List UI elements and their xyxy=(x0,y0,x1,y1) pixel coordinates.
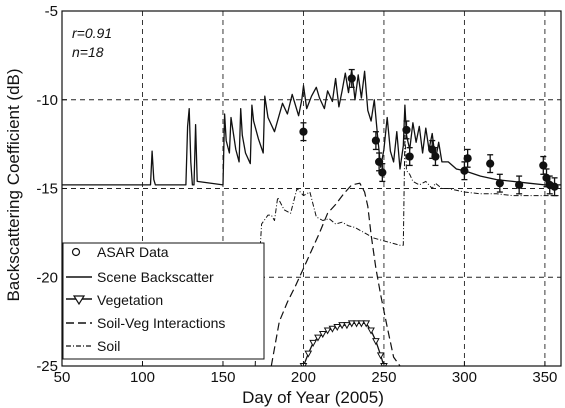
correlation-annotation: r=0.91 xyxy=(72,25,112,41)
triangle-marker xyxy=(333,323,342,331)
triangle-marker xyxy=(367,327,375,335)
chart-series xyxy=(62,68,561,366)
scene-backscatter-line xyxy=(62,68,561,186)
y-tick-label: -10 xyxy=(36,92,58,109)
triangle-marker xyxy=(304,350,313,358)
triangle-marker xyxy=(357,320,366,328)
triangle-marker xyxy=(323,327,332,335)
x-axis-title: Day of Year (2005) xyxy=(242,388,384,407)
data-point xyxy=(542,173,551,182)
legend-label: Vegetation xyxy=(97,292,163,308)
legend-label: Soil xyxy=(97,338,120,354)
triangle-marker xyxy=(309,339,317,347)
legend-label: Scene Backscatter xyxy=(97,269,214,285)
y-axis-title: Backscattering Coefficient (dB) xyxy=(4,68,23,301)
triangle-marker xyxy=(376,352,385,360)
y-tick-label: -25 xyxy=(36,358,58,375)
data-point xyxy=(539,161,548,170)
legend-marker-circle-icon xyxy=(71,247,81,257)
legend: ASAR Data Scene Backscatter Vegetation S… xyxy=(62,242,265,360)
triangle-marker xyxy=(343,322,351,330)
x-tick-label: 250 xyxy=(371,369,396,386)
legend-item-soil-veg: Soil-Veg Interactions xyxy=(66,315,225,331)
axis-ticks: 50 100 150 200 250 300 350 -25 -20 -15 -10 -5 xyxy=(36,3,557,386)
legend-item-soil: Soil xyxy=(66,338,120,354)
triangle-marker xyxy=(318,331,327,339)
asar-data-series xyxy=(299,68,559,197)
triangle-marker xyxy=(362,320,371,328)
legend-item-vegetation: Vegetation xyxy=(66,292,163,308)
sample-count-annotation: n=18 xyxy=(72,44,104,60)
triangle-marker xyxy=(338,322,346,330)
y-tick-label: -20 xyxy=(36,269,58,286)
data-point xyxy=(486,159,495,168)
data-point xyxy=(378,168,387,177)
triangle-marker xyxy=(352,320,361,328)
x-tick-label: 300 xyxy=(452,369,477,386)
x-tick-label: 50 xyxy=(54,369,71,386)
data-point xyxy=(299,127,308,136)
triangle-marker xyxy=(328,325,337,333)
legend-label: Soil-Veg Interactions xyxy=(97,315,225,331)
x-tick-label: 100 xyxy=(130,369,155,386)
legend-label: ASAR Data xyxy=(97,244,169,260)
data-point xyxy=(405,152,414,161)
legend-item-scene: Scene Backscatter xyxy=(66,269,214,285)
vegetation-markers xyxy=(299,320,388,366)
data-point xyxy=(515,180,524,190)
y-tick-label: -5 xyxy=(45,3,58,20)
legend-box xyxy=(62,242,265,360)
triangle-marker xyxy=(347,320,356,328)
x-tick-label: 350 xyxy=(532,369,557,386)
legend-item-asar: ASAR Data xyxy=(71,244,169,260)
soil-veg-interactions-line xyxy=(270,182,401,366)
triangle-marker xyxy=(372,338,380,346)
x-tick-label: 150 xyxy=(210,369,235,386)
data-point xyxy=(550,182,559,191)
data-point xyxy=(463,154,472,163)
x-tick-label: 200 xyxy=(291,369,316,386)
triangle-marker xyxy=(314,334,322,342)
legend-triangle-marker-icon xyxy=(72,295,86,306)
soil-line xyxy=(254,134,561,366)
y-tick-label: -15 xyxy=(36,181,58,198)
